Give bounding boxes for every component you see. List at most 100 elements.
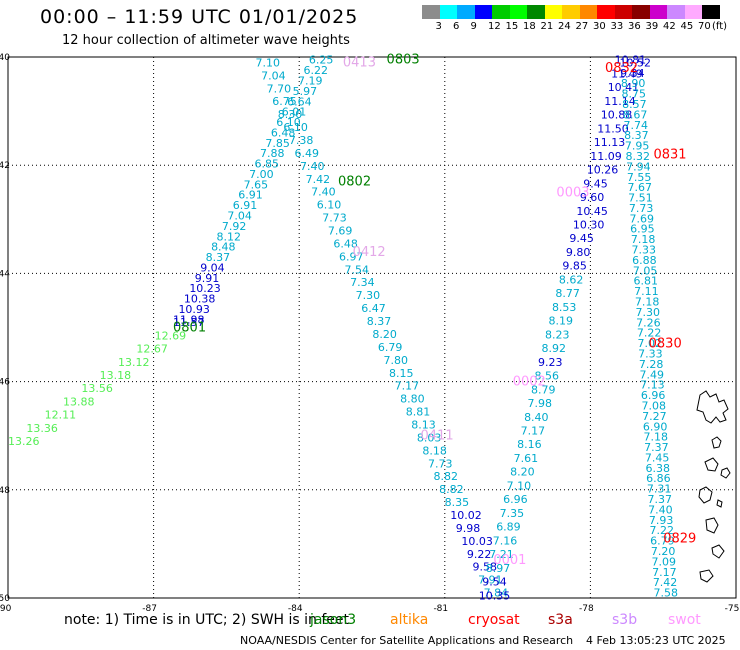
wave-height-value: 5.97: [293, 85, 318, 98]
wave-height-value: 9.54: [482, 576, 507, 589]
wave-height-value: 10.03: [461, 535, 493, 548]
wave-height-value: 8.12: [216, 230, 241, 243]
map-frame: [7, 56, 737, 599]
credit-line: NOAA/NESDIS Center for Satellite Applica…: [240, 634, 574, 647]
wave-height-value: 7.37: [644, 441, 669, 454]
wave-height-value: 7.58: [653, 587, 678, 600]
wave-height-value: 7.17: [652, 566, 677, 579]
wave-height-value: 6.64: [287, 95, 312, 108]
lon-tick-label: -84: [288, 604, 303, 614]
wave-height-value: 8.18: [422, 444, 447, 457]
lat-tick-label: -44: [0, 269, 10, 279]
map-subtitle: 12 hour collection of altimeter wave hei…: [62, 33, 350, 48]
wave-height-value: 7.73: [629, 202, 654, 215]
wave-height-value: 6.49: [294, 147, 319, 160]
scale-swatch: [439, 5, 457, 19]
wave-height-value: 13.36: [26, 422, 58, 435]
wave-height-value: 6.97: [339, 250, 364, 263]
wave-height-value: 7.19: [298, 74, 323, 87]
wave-height-value: 6.96: [503, 493, 527, 506]
scale-label: 39: [645, 21, 659, 32]
track-id-label: 0830: [649, 337, 682, 352]
scale-swatch: [492, 5, 510, 19]
wave-height-value: 7.08: [642, 399, 667, 412]
wave-height-value: 7.18: [635, 296, 660, 309]
wave-height-value: 8.20: [372, 328, 397, 341]
wave-height-value: 7.67: [628, 181, 653, 194]
scale-swatch: [474, 5, 492, 19]
wave-height-value: 10.35: [479, 589, 511, 602]
scale-swatch: [702, 5, 720, 19]
scale-label: 12: [488, 21, 501, 32]
wave-height-value: 7.04: [227, 210, 252, 223]
wave-height-value: 8.67: [623, 108, 648, 121]
wave-height-value: 7.09: [651, 555, 676, 568]
wave-height-value: 7.80: [383, 354, 408, 367]
scale-swatch: [457, 5, 475, 19]
track-id-label: 0003: [556, 185, 589, 200]
wave-height-value: 7.02: [638, 337, 663, 350]
scale-label: 3: [435, 21, 442, 32]
wave-height-value: 7.70: [267, 82, 292, 95]
wave-height-value: 10.81: [615, 54, 647, 67]
wave-height-value: 9.23: [538, 356, 563, 369]
wave-height-value: 7.33: [638, 347, 663, 360]
wave-height-value: 10.88: [601, 109, 633, 122]
wave-height-value: 8.82: [434, 470, 459, 483]
wave-height-value: 6.48: [333, 237, 358, 250]
wave-height-value: 10.30: [573, 219, 605, 232]
wave-height-value: 7.26: [636, 316, 661, 329]
wave-height-value: 8.37: [624, 129, 649, 142]
wave-height-value: 8.57: [622, 98, 647, 111]
wave-height-value: 8.62: [559, 273, 584, 286]
satellite-name-swot: swot: [668, 612, 701, 628]
wave-height-value: 6.48: [271, 126, 296, 139]
wave-height-value: 8.79: [531, 383, 556, 396]
wave-height-value: 6.22: [303, 64, 328, 77]
scale-swatch: [632, 5, 650, 19]
wave-height-value: 7.42: [306, 173, 331, 186]
wave-height-value: 9.60: [580, 191, 605, 204]
scale-label: 33: [610, 21, 624, 32]
wave-height-value: 7.11: [634, 285, 659, 298]
map-title: 00:00 – 11:59 UTC 01/01/2025: [40, 6, 359, 28]
wave-height-value: 13.88: [63, 395, 94, 408]
wave-height-value: 7.13: [640, 379, 665, 392]
wave-height-value: 6.01: [282, 106, 307, 119]
track-id-label: 0832: [605, 61, 638, 76]
wave-height-value: 7.91: [478, 574, 503, 587]
wave-height-value: 9.91: [195, 272, 220, 285]
scale-swatch: [614, 5, 632, 19]
lon-tick-label: -75: [725, 604, 740, 614]
wave-height-value: 7.21: [489, 548, 514, 561]
wave-height-value: 7.16: [493, 534, 518, 547]
altimeter-tracks: 13.2613.3612.1113.8813.5613.1813.1212.67…: [8, 54, 678, 603]
scale-swatch: [667, 5, 685, 19]
generation-timestamp: 4 Feb 13:05:23 UTC 2025: [586, 634, 726, 647]
wave-height-value: 8.53: [552, 301, 577, 314]
lon-tick-label: -78: [579, 604, 594, 614]
scale-swatch: [649, 5, 667, 19]
wave-height-value: 8.35: [445, 496, 470, 509]
wave-height-value: 8.75: [622, 88, 647, 101]
wave-height-value: 6.88: [632, 254, 657, 267]
wave-height-value: 8.80: [400, 393, 425, 406]
wave-height-value: 7.49: [640, 368, 665, 381]
wave-height-value: 12.69: [155, 329, 187, 342]
lat-tick-label: -50: [0, 594, 10, 604]
wave-height-value: 8.13: [411, 418, 436, 431]
wave-height-value: 11.13: [594, 136, 626, 149]
wave-height-value: 8.82: [439, 483, 464, 496]
scale-swatch: [422, 5, 440, 19]
lon-tick-label: -87: [142, 604, 157, 614]
scale-unit: (ft): [712, 21, 728, 32]
wave-height-value: 6.90: [643, 420, 668, 433]
scale-swatch: [684, 5, 702, 19]
track-id-label: 0802: [338, 174, 371, 189]
wave-height-value: 9.45: [569, 232, 594, 245]
wave-height-value: 6.91: [238, 189, 263, 202]
scale-swatch: [509, 5, 527, 19]
wave-height-value: 7.74: [624, 119, 649, 132]
wave-height-value: 7.95: [625, 140, 650, 153]
